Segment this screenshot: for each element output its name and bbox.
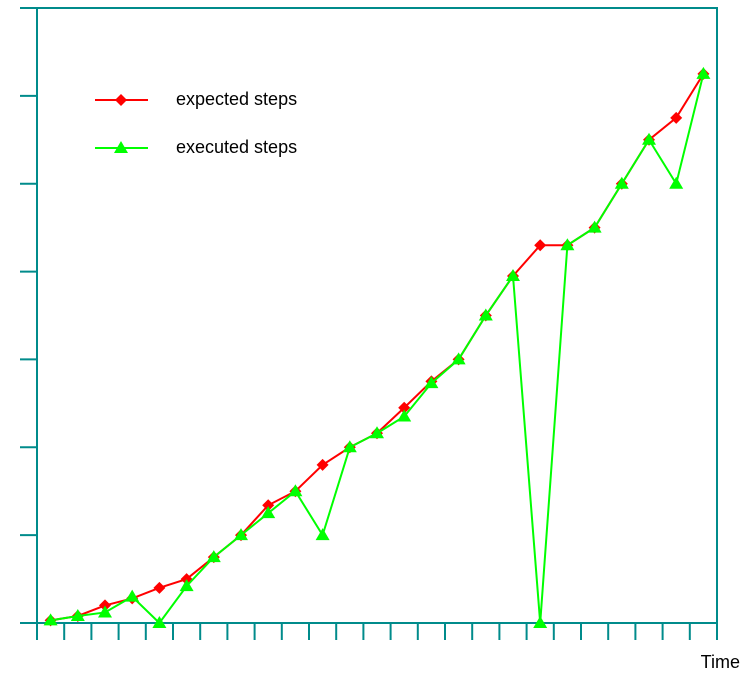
data-point — [397, 409, 412, 422]
data-point — [70, 608, 85, 621]
data-point — [370, 426, 384, 439]
data-point — [98, 605, 112, 618]
data-point — [206, 550, 221, 563]
data-point — [234, 528, 248, 541]
data-point — [398, 401, 411, 414]
data-point — [43, 613, 58, 626]
data-point — [288, 484, 303, 497]
data-point — [451, 352, 466, 365]
x-axis-label: Time — [701, 652, 740, 672]
data-point — [696, 66, 711, 79]
data-point — [642, 132, 656, 145]
data-point — [179, 579, 194, 592]
data-point — [152, 616, 167, 628]
data-point — [342, 440, 357, 453]
legend-marker — [115, 94, 127, 106]
data-point — [670, 111, 683, 124]
legend-label: expected steps — [176, 89, 297, 109]
data-point — [587, 220, 602, 233]
data-point — [125, 589, 140, 602]
data-point — [560, 238, 575, 251]
data-point — [99, 599, 111, 612]
data-point — [533, 616, 548, 628]
series-line — [50, 73, 705, 622]
series-line — [50, 73, 705, 625]
legend-marker — [114, 141, 128, 153]
legend-label: executed steps — [176, 137, 297, 157]
plot-frame — [36, 7, 718, 624]
data-point — [153, 581, 166, 594]
data-point — [669, 176, 684, 189]
data-point — [478, 308, 493, 321]
data-point — [315, 528, 330, 541]
data-point — [506, 268, 520, 281]
data-point — [262, 499, 275, 512]
data-point — [534, 239, 547, 252]
data-point — [424, 376, 439, 389]
data-point — [614, 176, 629, 189]
data-point — [316, 458, 329, 471]
data-point — [261, 506, 276, 519]
